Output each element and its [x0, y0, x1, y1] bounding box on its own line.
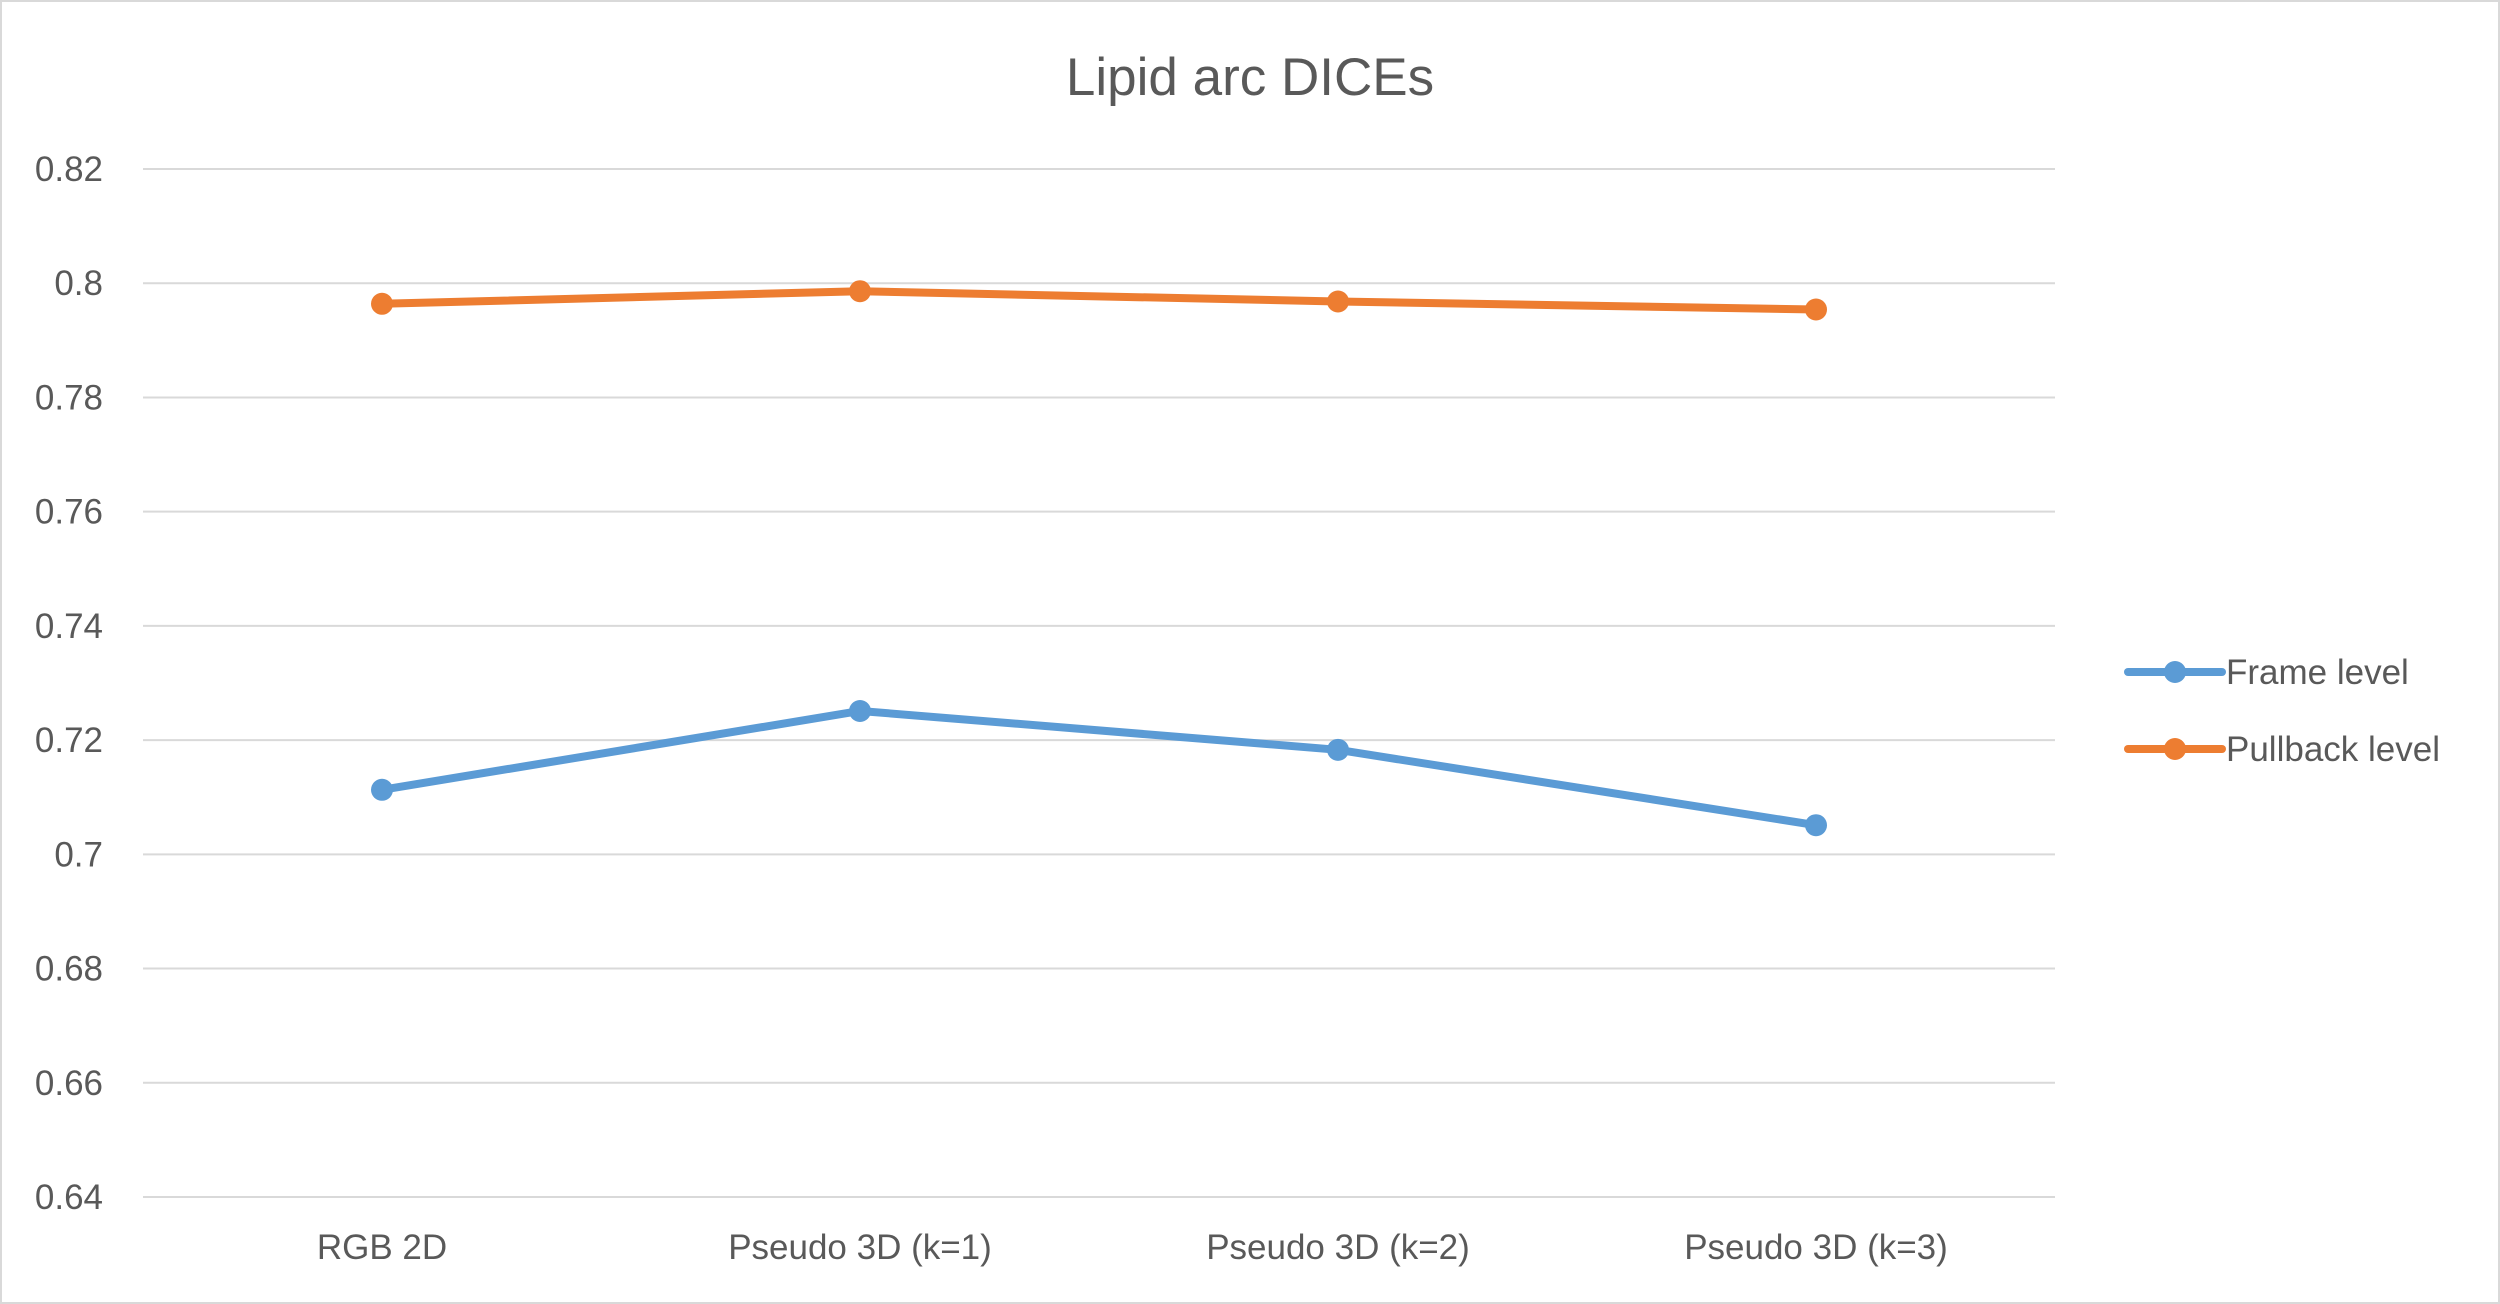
y-tick-label: 0.68	[35, 950, 103, 989]
data-point	[849, 699, 871, 722]
series-line	[378, 287, 1820, 314]
y-tick-label: 0.78	[35, 378, 103, 417]
data-point	[371, 292, 393, 315]
y-tick-label: 0.76	[35, 493, 103, 532]
x-axis-tick-labels: RGB 2D Pseudo 3D (k=1) Pseudo 3D (k=2) Pseu…	[317, 1228, 1948, 1267]
data-point	[1805, 814, 1827, 837]
chart-title: Lipid arc DICEs	[1066, 48, 1434, 107]
series-1	[371, 699, 1827, 837]
y-tick-label: 0.66	[35, 1064, 103, 1103]
x-tick-label: Pseudo 3D (k=2)	[1206, 1228, 1470, 1267]
legend-marker	[2164, 661, 2186, 683]
y-tick-label: 0.74	[35, 607, 103, 646]
y-tick-label: 0.7	[54, 835, 103, 874]
x-tick-label: RGB 2D	[317, 1228, 447, 1267]
legend: Frame level Pullback level	[2124, 653, 2440, 769]
data-point	[849, 280, 871, 303]
gridlines	[143, 168, 2055, 1198]
x-tick-label: Pseudo 3D (k=3)	[1684, 1228, 1948, 1267]
legend-label: Pullback level	[2226, 730, 2440, 769]
series-2	[371, 280, 1827, 321]
plot-series	[371, 280, 1827, 837]
legend-item: Pullback level	[2124, 730, 2440, 769]
legend-label: Frame level	[2226, 653, 2409, 692]
legend-item: Frame level	[2124, 653, 2409, 692]
y-tick-label: 0.64	[35, 1178, 103, 1217]
data-point	[1327, 290, 1349, 313]
y-tick-label: 0.82	[35, 150, 103, 189]
legend-marker	[2164, 738, 2186, 760]
y-tick-label: 0.8	[54, 264, 103, 303]
series-line	[378, 706, 1820, 830]
y-tick-label: 0.72	[35, 721, 103, 760]
data-point	[371, 778, 393, 801]
y-axis-tick-labels: 0.64 0.66 0.68 0.7 0.72 0.74 0.76 0.78 0.8 0.82	[35, 150, 103, 1217]
x-tick-label: Pseudo 3D (k=1)	[728, 1228, 992, 1267]
data-point	[1327, 738, 1349, 761]
data-point	[1805, 298, 1827, 321]
